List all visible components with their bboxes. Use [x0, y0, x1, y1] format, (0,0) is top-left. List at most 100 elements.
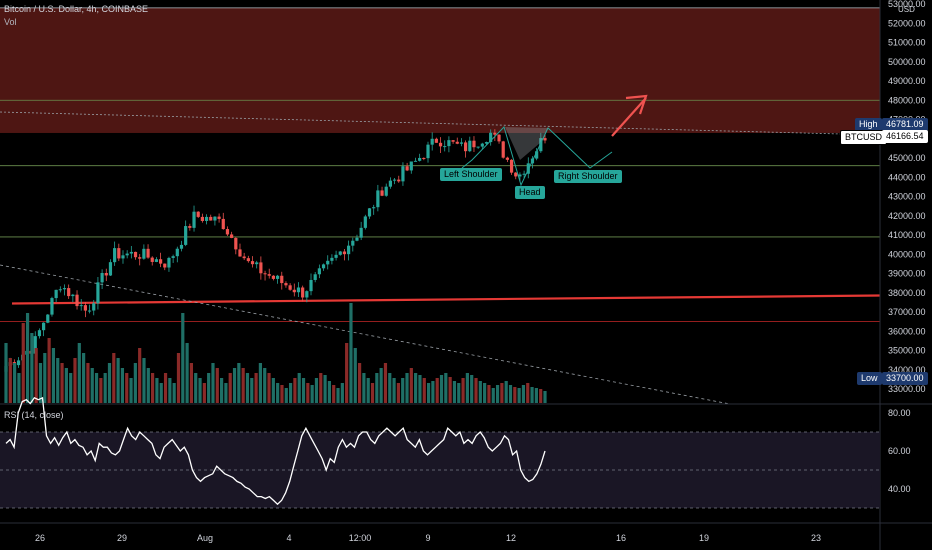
volume-bar: [409, 368, 413, 403]
time-tick-label: 9: [425, 533, 430, 543]
candle-body: [129, 251, 133, 254]
volume-bar: [306, 383, 310, 403]
candle-body: [62, 288, 67, 290]
candle-body: [213, 216, 217, 221]
time-tick-label: 12: [506, 533, 516, 543]
candle-body: [426, 144, 430, 159]
candle-body: [413, 160, 418, 162]
volume-bar: [401, 378, 405, 403]
volume-bar: [366, 378, 370, 403]
volume-bar: [159, 383, 163, 403]
candle-body: [476, 146, 480, 148]
trend-line-descending: [0, 264, 731, 405]
volume-bar: [379, 368, 383, 403]
volume-bar: [155, 378, 159, 403]
volume-bar: [86, 363, 90, 403]
candle-body: [33, 336, 37, 354]
volume-bar: [530, 387, 534, 403]
volume-bar: [517, 388, 521, 403]
candle-body: [37, 330, 42, 337]
volume-bar: [202, 383, 206, 403]
volume-bar: [444, 373, 448, 403]
volume-bar: [293, 378, 297, 403]
price-tick-label: 49000.00: [888, 76, 926, 86]
volume-bar: [51, 348, 56, 403]
volume-bar: [112, 353, 116, 403]
candle-body: [459, 142, 464, 144]
candle-body: [501, 141, 505, 158]
volume-bar: [478, 381, 482, 403]
price-tick-label: 36000.00: [888, 326, 926, 336]
candle-body: [514, 172, 518, 177]
right-shoulder-label: Right Shoulder: [554, 170, 622, 183]
price-tick-label: 37000.00: [888, 307, 926, 317]
candle-body: [505, 157, 509, 160]
time-tick-label: 26: [35, 533, 45, 543]
volume-bar: [431, 381, 435, 403]
candle-body: [117, 248, 121, 259]
symbol-price: 46166.54: [882, 130, 928, 143]
volume-bar: [526, 383, 530, 403]
candle-body: [154, 259, 159, 262]
volume-bar: [319, 373, 323, 403]
candle-body: [489, 132, 493, 143]
candle-body: [217, 216, 221, 219]
candle-body: [347, 245, 351, 255]
volume-bar: [176, 353, 181, 403]
volume-bar: [439, 375, 444, 403]
candle-body: [438, 142, 443, 147]
candle-body: [317, 268, 321, 275]
volume-bar: [69, 373, 73, 403]
candle-body: [242, 256, 246, 259]
candle-body: [234, 237, 238, 250]
volume-bar: [138, 348, 142, 403]
candle-body: [179, 244, 184, 249]
candle-body: [401, 166, 405, 182]
volume-bar: [504, 381, 508, 403]
candle-body: [58, 289, 62, 291]
volume-bar: [64, 368, 68, 403]
candle-body: [363, 216, 367, 228]
price-tick-label: 51000.00: [888, 38, 926, 48]
volume-bar: [189, 363, 194, 403]
candle-body: [351, 240, 355, 246]
candle-body: [146, 248, 150, 258]
candle-body: [321, 264, 326, 269]
candle-body: [238, 249, 242, 257]
candle-body: [196, 211, 200, 217]
candle-body: [493, 132, 497, 135]
volume-bar: [414, 373, 418, 403]
resistance-zone: [0, 7, 880, 133]
candle-body: [518, 174, 522, 177]
volume-bar: [418, 375, 422, 403]
volume-bar: [323, 375, 327, 403]
time-tick-label: 23: [811, 533, 821, 543]
candle-body: [50, 298, 54, 315]
time-tick-label: 4: [286, 533, 291, 543]
candle-body: [451, 140, 455, 142]
volume-bar: [116, 358, 120, 403]
candle-body: [284, 283, 288, 286]
price-tick-label: 40000.00: [888, 249, 926, 259]
volume-bar: [405, 373, 409, 403]
time-tick-label: 12:00: [349, 533, 372, 543]
volume-bar: [168, 378, 172, 403]
volume-bar: [77, 343, 81, 403]
price-tick-label: 44000.00: [888, 172, 926, 182]
volume-bar: [280, 385, 284, 403]
rsi-tick-label: 80.00: [888, 408, 911, 418]
price-tick-label: 45000.00: [888, 153, 926, 163]
rsi-label: RSI (14, close): [4, 410, 64, 420]
candle-body: [138, 257, 142, 259]
candle-body: [250, 261, 255, 265]
candle-body: [263, 273, 267, 275]
candle-body: [497, 134, 501, 142]
candle-body: [209, 216, 213, 221]
candle-body: [113, 248, 117, 263]
candle-body: [221, 218, 225, 230]
volume-bar: [465, 373, 469, 403]
candle-body: [409, 161, 413, 171]
candle-body: [367, 208, 372, 217]
candle-body: [468, 140, 472, 152]
